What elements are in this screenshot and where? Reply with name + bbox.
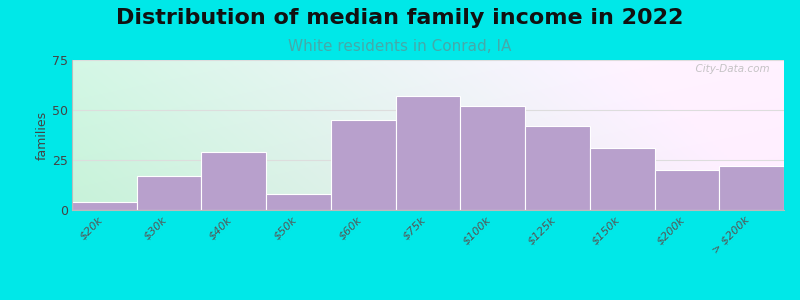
Text: White residents in Conrad, IA: White residents in Conrad, IA xyxy=(288,39,512,54)
Bar xyxy=(460,106,525,210)
Bar xyxy=(72,202,137,210)
Bar xyxy=(331,120,396,210)
Bar xyxy=(654,170,719,210)
Text: City-Data.com: City-Data.com xyxy=(689,64,770,74)
Bar xyxy=(590,148,654,210)
Bar xyxy=(266,194,331,210)
Bar xyxy=(137,176,202,210)
Y-axis label: families: families xyxy=(36,110,49,160)
Bar xyxy=(202,152,266,210)
Bar xyxy=(525,126,590,210)
Bar xyxy=(719,166,784,210)
Bar xyxy=(396,96,460,210)
Text: Distribution of median family income in 2022: Distribution of median family income in … xyxy=(116,8,684,28)
